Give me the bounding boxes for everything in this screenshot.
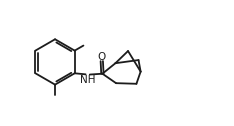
Text: O: O xyxy=(98,52,106,62)
Text: NH: NH xyxy=(80,75,95,85)
